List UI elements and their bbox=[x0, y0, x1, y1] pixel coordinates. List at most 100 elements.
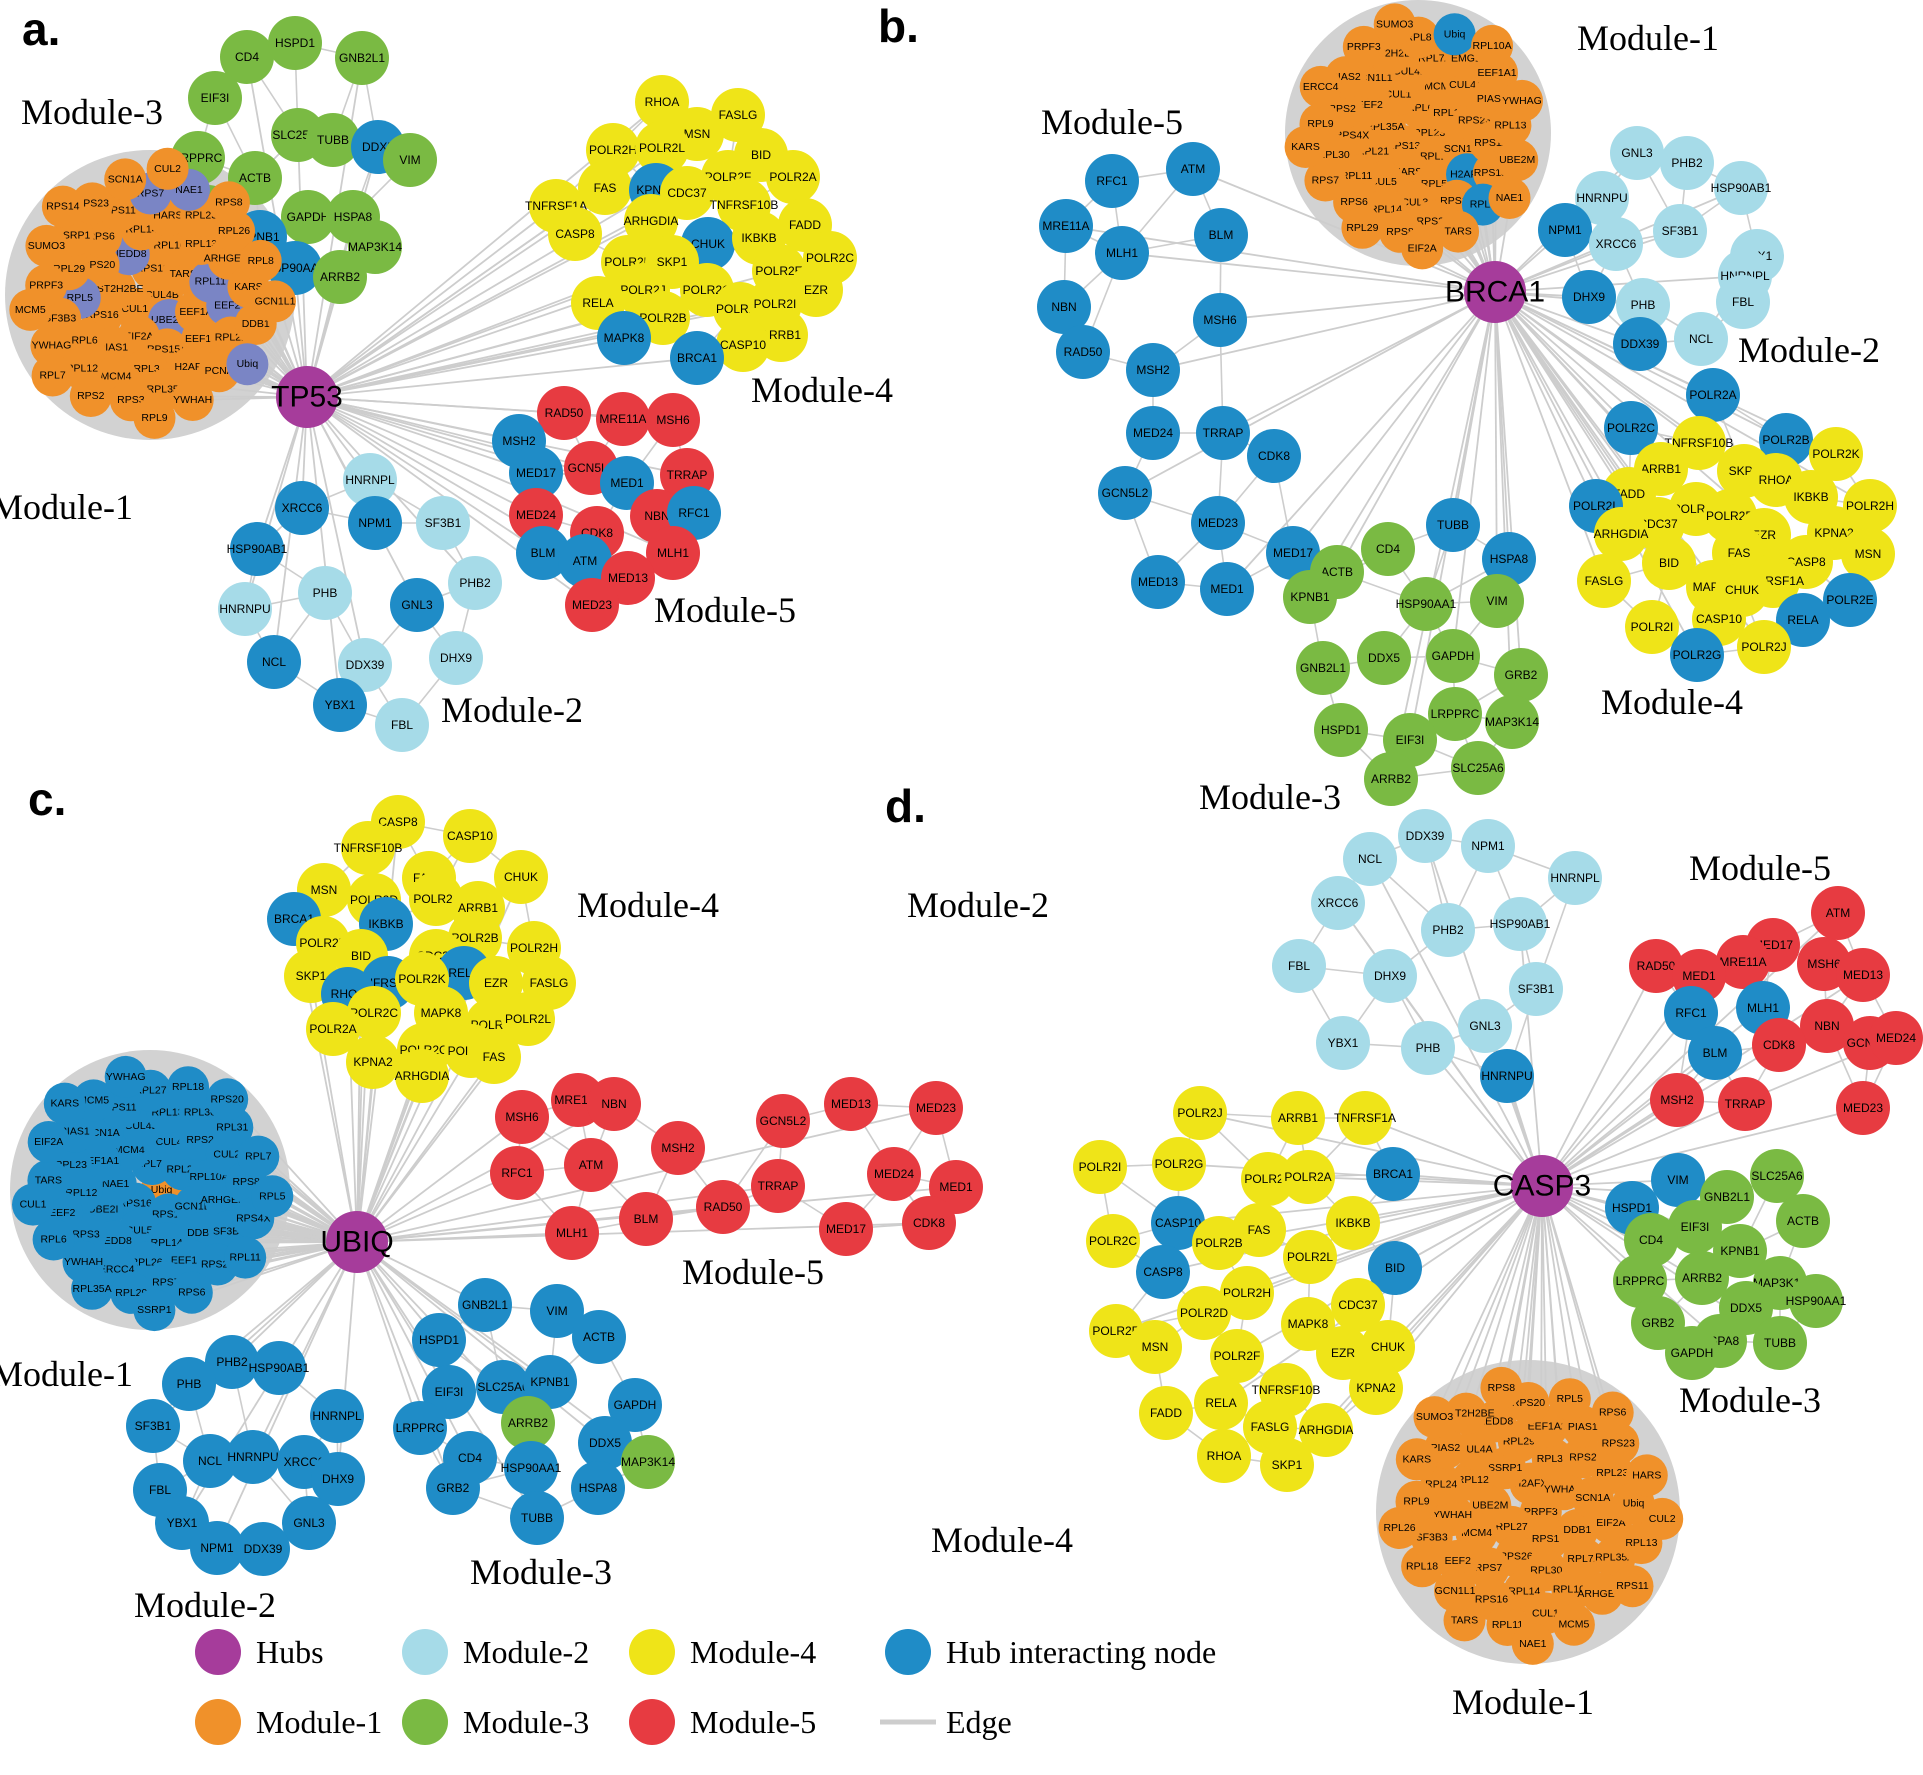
node-SUMO3[interactable]: SUMO3 bbox=[1373, 3, 1416, 46]
node-EIF3I[interactable]: EIF3I bbox=[188, 71, 242, 125]
node-FBL[interactable]: FBL bbox=[375, 698, 429, 752]
node-FASLG[interactable]: FASLG bbox=[711, 88, 765, 142]
node-GAPDH[interactable]: GAPDH bbox=[281, 190, 335, 244]
node-ARHGDIA[interactable]: ARHGDIA bbox=[1299, 1403, 1354, 1457]
node-HSP90AA1[interactable]: HSP90AA1 bbox=[1396, 577, 1457, 631]
node-RPL6[interactable]: RPL6 bbox=[32, 1218, 75, 1261]
node-LRPPRC[interactable]: LRPPRC bbox=[1613, 1254, 1667, 1308]
node-HSPD1[interactable]: HSPD1 bbox=[1314, 703, 1368, 757]
node-RHOA[interactable]: RHOA bbox=[1197, 1429, 1251, 1483]
node-CDC37[interactable]: CDC37 bbox=[1331, 1278, 1385, 1332]
hub-node-CASP3[interactable]: CASP3 bbox=[1493, 1155, 1591, 1217]
node-TRRAP[interactable]: TRRAP bbox=[1196, 406, 1250, 460]
node-NCL[interactable]: NCL bbox=[1343, 832, 1397, 886]
node-NCL[interactable]: NCL bbox=[247, 635, 301, 689]
node-RPS6[interactable]: RPS6 bbox=[170, 1271, 213, 1314]
node-BLM[interactable]: BLM bbox=[1194, 208, 1248, 262]
node-BLM[interactable]: BLM bbox=[1688, 1026, 1742, 1080]
node-MSH6[interactable]: MSH6 bbox=[1193, 293, 1247, 347]
node-EZR[interactable]: EZR bbox=[789, 263, 843, 317]
node-GAPDH[interactable]: GAPDH bbox=[608, 1378, 662, 1432]
node-RFC1[interactable]: RFC1 bbox=[1085, 154, 1139, 208]
node-RAD50[interactable]: RAD50 bbox=[1056, 325, 1110, 379]
node-POLR2F[interactable]: POLR2F bbox=[1210, 1329, 1264, 1383]
node-PHB2[interactable]: PHB2 bbox=[448, 556, 502, 610]
node-PHB2[interactable]: PHB2 bbox=[205, 1335, 259, 1389]
node-TNFRSF1A[interactable]: TNFRSF1A bbox=[1334, 1091, 1396, 1145]
node-MED13[interactable]: MED13 bbox=[1836, 948, 1890, 1002]
node-MLH1[interactable]: MLH1 bbox=[1095, 226, 1149, 280]
node-FASLG[interactable]: FASLG bbox=[1577, 554, 1631, 608]
node-NAE1[interactable]: NAE1 bbox=[1511, 1622, 1554, 1665]
node-MED17[interactable]: MED17 bbox=[509, 446, 563, 500]
node-HSPD1[interactable]: HSPD1 bbox=[268, 16, 322, 70]
node-EIF3I[interactable]: EIF3I bbox=[422, 1365, 476, 1419]
node-XRCC6[interactable]: XRCC6 bbox=[1311, 876, 1365, 930]
node-RELA[interactable]: RELA bbox=[1194, 1376, 1248, 1430]
node-MED13[interactable]: MED13 bbox=[824, 1077, 878, 1131]
node-KPNA2[interactable]: KPNA2 bbox=[346, 1035, 400, 1089]
node-GRB2[interactable]: GRB2 bbox=[426, 1461, 480, 1515]
node-POLR2C[interactable]: POLR2C bbox=[1604, 401, 1658, 455]
node-YWHAG[interactable]: YWHAG bbox=[30, 324, 73, 367]
node-RPL35A[interactable]: RPL35A bbox=[71, 1267, 114, 1310]
node-FADD[interactable]: FADD bbox=[1139, 1386, 1193, 1440]
node-RFC1[interactable]: RFC1 bbox=[1664, 986, 1718, 1040]
node-GAPDH[interactable]: GAPDH bbox=[1426, 629, 1480, 683]
node-POLR2G[interactable]: POLR2G bbox=[1152, 1137, 1206, 1191]
node-RPL8[interactable]: RPL8 bbox=[239, 239, 282, 282]
node-MAP3K14[interactable]: MAP3K14 bbox=[348, 220, 402, 274]
node-MRE11A[interactable]: MRE11A bbox=[1039, 199, 1093, 253]
node-TNFRSF10B[interactable]: TNFRSF10B bbox=[334, 821, 403, 875]
node-ATM[interactable]: ATM bbox=[558, 534, 612, 588]
node-SF3B1[interactable]: SF3B1 bbox=[126, 1399, 180, 1453]
node-DDX39[interactable]: DDX39 bbox=[1398, 809, 1452, 863]
node-DDX5[interactable]: DDX5 bbox=[1357, 631, 1411, 685]
node-XRCC6[interactable]: XRCC6 bbox=[1589, 217, 1643, 271]
node-EZR[interactable]: EZR bbox=[1316, 1326, 1370, 1380]
node-POLR2A[interactable]: POLR2A bbox=[1686, 368, 1740, 422]
node-RPS11[interactable]: RPS11 bbox=[1611, 1565, 1654, 1608]
node-GNL3[interactable]: GNL3 bbox=[282, 1496, 336, 1550]
node-BID[interactable]: BID bbox=[1368, 1241, 1422, 1295]
node-TRRAP[interactable]: TRRAP bbox=[751, 1159, 805, 1213]
node-MED1[interactable]: MED1 bbox=[1200, 562, 1254, 616]
node-CUL1[interactable]: CUL1 bbox=[12, 1183, 54, 1226]
node-POLR2G[interactable]: POLR2G bbox=[1670, 628, 1724, 682]
node-POLR2C[interactable]: POLR2C bbox=[1086, 1214, 1140, 1268]
node-MSN[interactable]: MSN bbox=[1841, 527, 1895, 581]
node-SUMO3[interactable]: SUMO3 bbox=[25, 224, 68, 267]
node-YWHAH[interactable]: YWHAH bbox=[171, 379, 214, 421]
node-POLR2I[interactable]: POLR2I bbox=[1073, 1140, 1127, 1194]
node-SUMO3[interactable]: SUMO3 bbox=[1413, 1396, 1456, 1439]
node-RPS6[interactable]: RPS6 bbox=[1591, 1391, 1634, 1434]
node-MED24[interactable]: MED24 bbox=[867, 1147, 921, 1201]
node-RAD50[interactable]: RAD50 bbox=[1629, 939, 1683, 993]
node-LRPPRC[interactable]: LRPPRC bbox=[393, 1401, 447, 1455]
node-RPL9[interactable]: RPL9 bbox=[133, 396, 176, 439]
node-HSP90AB1[interactable]: HSP90AB1 bbox=[227, 522, 288, 576]
node-EIF2A[interactable]: EIF2A bbox=[27, 1121, 70, 1163]
node-HNRNPL[interactable]: HNRNPL bbox=[343, 453, 397, 507]
node-LRPPRC[interactable]: LRPPRC bbox=[1428, 687, 1482, 741]
node-HSP90AA1[interactable]: HSP90AA1 bbox=[1786, 1274, 1847, 1328]
hub-node-TP53[interactable]: TP53 bbox=[271, 366, 343, 428]
node-CD4[interactable]: CD4 bbox=[1361, 522, 1415, 576]
node-MED24[interactable]: MED24 bbox=[1869, 1011, 1923, 1065]
node-DDX39[interactable]: DDX39 bbox=[1613, 317, 1667, 371]
node-RHOA[interactable]: RHOA bbox=[635, 75, 689, 129]
node-POLR2J[interactable]: POLR2J bbox=[409, 872, 463, 926]
node-KPNB1[interactable]: KPNB1 bbox=[1713, 1224, 1767, 1278]
node-RPL7[interactable]: RPL7 bbox=[237, 1135, 280, 1178]
node-RELA[interactable]: RELA bbox=[1776, 593, 1830, 647]
node-HSPD1[interactable]: HSPD1 bbox=[412, 1313, 466, 1367]
node-HSPA8[interactable]: HSPA8 bbox=[1482, 532, 1536, 586]
node-ARRB2[interactable]: ARRB2 bbox=[501, 1396, 555, 1450]
node-ARRB2[interactable]: ARRB2 bbox=[1675, 1251, 1729, 1305]
node-MSH2[interactable]: MSH2 bbox=[1126, 343, 1180, 397]
node-TUBB[interactable]: TUBB bbox=[1426, 498, 1480, 552]
node-MED24[interactable]: MED24 bbox=[1126, 406, 1180, 460]
node-ARRB1[interactable]: ARRB1 bbox=[1271, 1091, 1325, 1145]
node-FBL[interactable]: FBL bbox=[1272, 939, 1326, 993]
node-HNRNPL[interactable]: HNRNPL bbox=[310, 1389, 364, 1443]
